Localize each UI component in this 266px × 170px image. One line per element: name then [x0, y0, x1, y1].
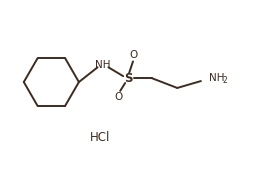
Text: HCl: HCl: [90, 131, 111, 144]
Text: 2: 2: [223, 76, 227, 85]
Text: NH: NH: [95, 60, 110, 70]
Text: O: O: [129, 50, 137, 61]
Text: NH: NH: [209, 73, 224, 83]
Text: O: O: [114, 92, 122, 102]
Text: S: S: [124, 72, 132, 85]
